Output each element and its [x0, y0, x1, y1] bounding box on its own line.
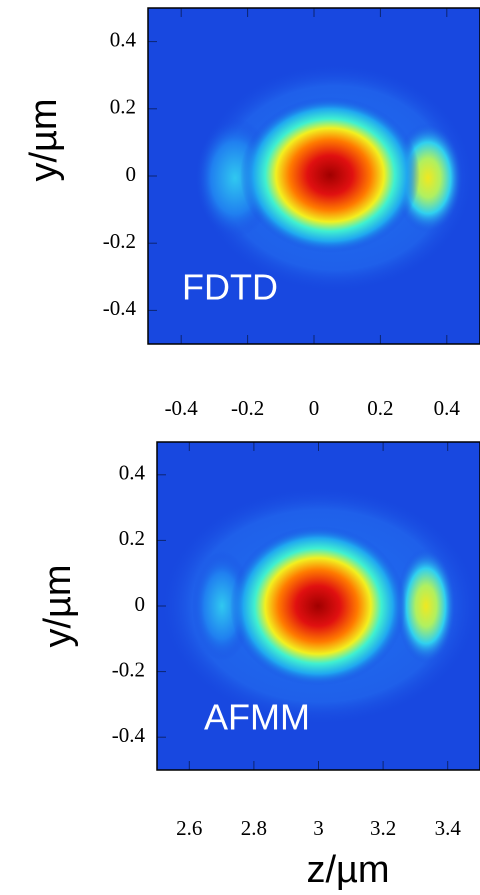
heatmap-afmm — [157, 442, 480, 770]
x-tick-label: 0.2 — [367, 396, 393, 420]
y-tick-label: 0.2 — [110, 95, 136, 119]
y-tick-label: -0.4 — [103, 296, 137, 320]
x-tick-label: 3 — [313, 816, 324, 840]
y-tick-label: 0 — [126, 162, 137, 186]
y-tick-label: 0.4 — [119, 461, 146, 485]
heatmap-fdtd — [148, 8, 480, 344]
y-tick-label: 0.2 — [119, 526, 145, 550]
x-tick-label: 2.8 — [241, 816, 267, 840]
x-tick-label: 0.4 — [434, 396, 461, 420]
y-axis-label: y/µm — [23, 98, 65, 181]
y-axis-label: y/µm — [37, 564, 79, 647]
y-tick-label: -0.4 — [112, 723, 146, 747]
x-tick-label: -0.2 — [231, 396, 264, 420]
x-tick-label: 0 — [309, 396, 320, 420]
y-tick-label: 0.4 — [110, 27, 137, 51]
y-tick-label: 0 — [135, 592, 146, 616]
y-tick-label: -0.2 — [103, 229, 136, 253]
x-axis-label: z/µm — [306, 849, 389, 891]
annotation: AFMM — [204, 697, 310, 738]
x-tick-label: 2.6 — [176, 816, 202, 840]
annotation: FDTD — [182, 267, 278, 308]
x-tick-label: -0.4 — [165, 396, 199, 420]
x-tick-label: 3.4 — [435, 816, 462, 840]
x-tick-label: 3.2 — [370, 816, 396, 840]
y-tick-label: -0.2 — [112, 657, 145, 681]
